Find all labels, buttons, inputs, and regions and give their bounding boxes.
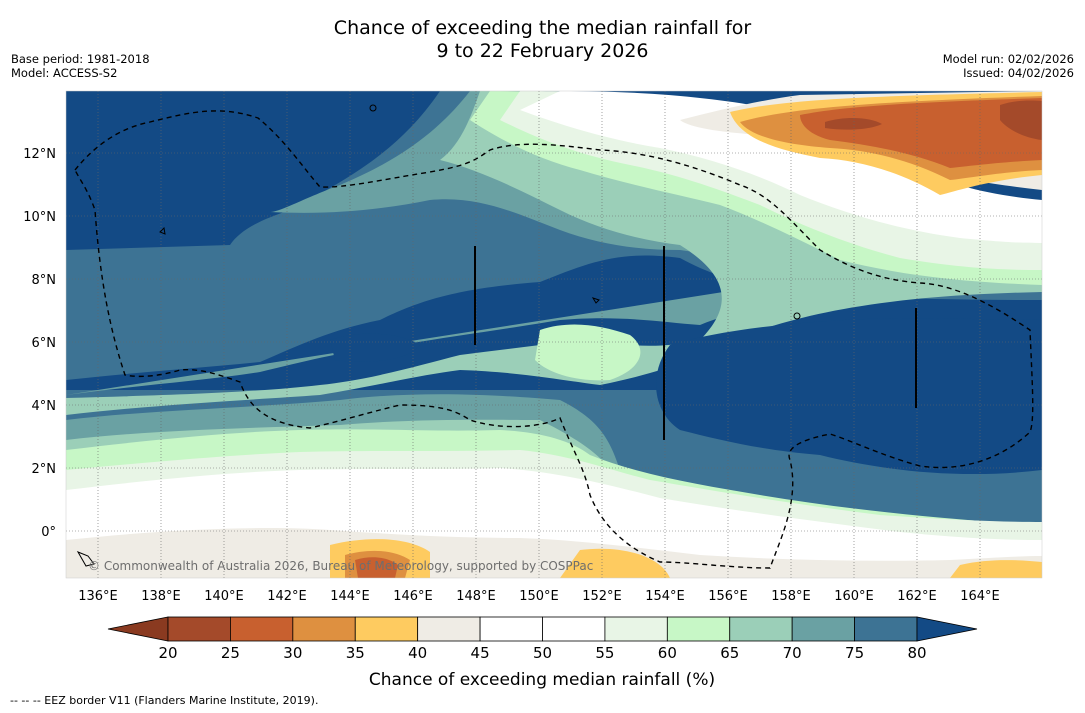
colorbar-cell <box>604 616 668 642</box>
colorbar-over-arrow <box>916 616 978 642</box>
colorbar-tick-label: 20 <box>158 644 177 662</box>
longitude-label: 152°E <box>582 589 622 604</box>
colorbar-cell <box>354 616 419 642</box>
latitude-label: 0° <box>41 525 56 540</box>
colorbar-cell <box>666 616 731 642</box>
latitude-label: 4°N <box>32 399 57 414</box>
colorbar-tick-label: 40 <box>408 644 427 662</box>
latitude-label: 6°N <box>32 336 57 351</box>
band-80-patch <box>330 318 1042 475</box>
longitude-label: 154°E <box>645 589 685 604</box>
colorbar-tick-label: 30 <box>283 644 302 662</box>
longitude-label: 142°E <box>267 589 307 604</box>
band-55 <box>66 91 1042 578</box>
band-30 <box>355 98 1042 578</box>
latitude-label: 12°N <box>23 147 56 162</box>
colorbar: 20 25 30 35 40 45 50 55 60 65 70 75 80 <box>107 616 978 662</box>
colorbar-tick-label: 65 <box>720 644 739 662</box>
colorbar-tick-label: 25 <box>221 644 240 662</box>
colorbar-tick-label: 35 <box>346 644 365 662</box>
colorbar-tick-label: 55 <box>595 644 614 662</box>
model-run: Model run: 02/02/2026 <box>942 52 1074 66</box>
colorbar-cell <box>292 616 356 642</box>
latitude-label: 10°N <box>23 210 56 225</box>
model-name: Model: ACCESS-S2 <box>11 66 118 80</box>
longitude-label: 162°E <box>897 589 937 604</box>
eez-legend-note: -- -- -- EEZ border V11 (Flanders Marine… <box>10 694 319 707</box>
colorbar-tick-label: 75 <box>845 644 864 662</box>
colorbar-cell <box>479 616 543 642</box>
map-title-line2: 9 to 22 February 2026 <box>436 40 649 62</box>
issued-date: Issued: 04/02/2026 <box>963 66 1074 80</box>
band-25 <box>825 100 1042 140</box>
latitude-labels: 12°N 10°N 8°N 6°N 4°N 2°N 0° <box>23 147 56 540</box>
islands <box>76 104 801 567</box>
longitude-label: 158°E <box>771 589 811 604</box>
longitude-label: 160°E <box>834 589 874 604</box>
longitude-label: 148°E <box>456 589 496 604</box>
longitude-label: 164°E <box>960 589 1000 604</box>
colorbar-cell <box>542 616 606 642</box>
colorbar-cell <box>417 616 481 642</box>
map-title-line1: Chance of exceeding the median rainfall … <box>333 17 752 39</box>
longitude-label: 144°E <box>330 589 370 604</box>
colorbar-cell <box>167 616 231 642</box>
colorbar-tick-label: 80 <box>907 644 926 662</box>
longitude-label: 146°E <box>393 589 433 604</box>
longitude-label: 136°E <box>78 589 118 604</box>
colorbar-tick-label: 60 <box>658 644 677 662</box>
colorbar-cell <box>854 616 918 642</box>
map-frame <box>65 90 1043 579</box>
base-period: Base period: 1981-2018 <box>11 52 150 66</box>
colorbar-cell <box>729 616 793 642</box>
longitude-label: 156°E <box>708 589 748 604</box>
graticule <box>66 91 1042 578</box>
colorbar-tick-label: 45 <box>471 644 490 662</box>
colorbar-tick-label: 70 <box>783 644 802 662</box>
colorbar-tick-label: 50 <box>533 644 552 662</box>
latitude-label: 8°N <box>32 273 57 288</box>
contour-field: © Commonwealth of Australia 2026, Bureau… <box>66 91 1042 578</box>
longitude-label: 150°E <box>519 589 559 604</box>
longitude-labels: 136°E 138°E 140°E 142°E 144°E 146°E 148°E 150°E… <box>78 589 1000 604</box>
eez-border-palau <box>74 110 1034 569</box>
latitude-label: 2°N <box>32 462 57 477</box>
copyright-text: © Commonwealth of Australia 2026, Bureau… <box>88 559 593 573</box>
colorbar-label: Chance of exceeding median rainfall (%) <box>369 670 715 690</box>
band-50 <box>66 91 1042 578</box>
longitude-label: 140°E <box>204 589 244 604</box>
longitude-label: 138°E <box>141 589 181 604</box>
colorbar-cell <box>791 616 855 642</box>
colorbar-cell <box>230 616 294 642</box>
colorbar-under-arrow <box>107 616 169 642</box>
